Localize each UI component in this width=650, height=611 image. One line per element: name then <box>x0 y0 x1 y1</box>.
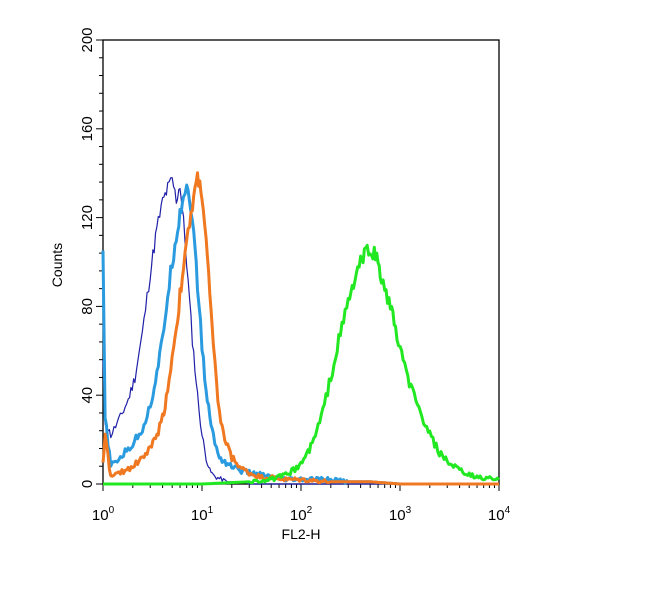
y-tick-label: 160 <box>79 116 96 141</box>
x-axis: 100 101 102 103 104 <box>92 484 511 524</box>
y-tick-label: 200 <box>79 27 96 52</box>
y-tick-label: 120 <box>79 205 96 230</box>
histogram-series-3 <box>101 171 499 486</box>
series-layer <box>101 171 501 486</box>
x-tick-label: 101 <box>191 505 214 524</box>
x-tick-label: 102 <box>290 505 313 524</box>
x-tick-label: 100 <box>92 505 115 524</box>
x-tick-label: 103 <box>389 505 412 524</box>
y-tick-label: 0 <box>79 480 96 488</box>
histogram-series-2 <box>101 183 499 486</box>
y-axis: 0 40 80 120 160 200 <box>79 27 103 488</box>
y-tick-label: 40 <box>79 387 96 404</box>
x-tick-label: 104 <box>488 505 511 524</box>
x-axis-label: FL2-H <box>282 526 321 542</box>
y-tick-label: 80 <box>79 298 96 315</box>
y-axis-label: Counts <box>49 243 65 287</box>
histogram-series-4 <box>103 243 501 486</box>
